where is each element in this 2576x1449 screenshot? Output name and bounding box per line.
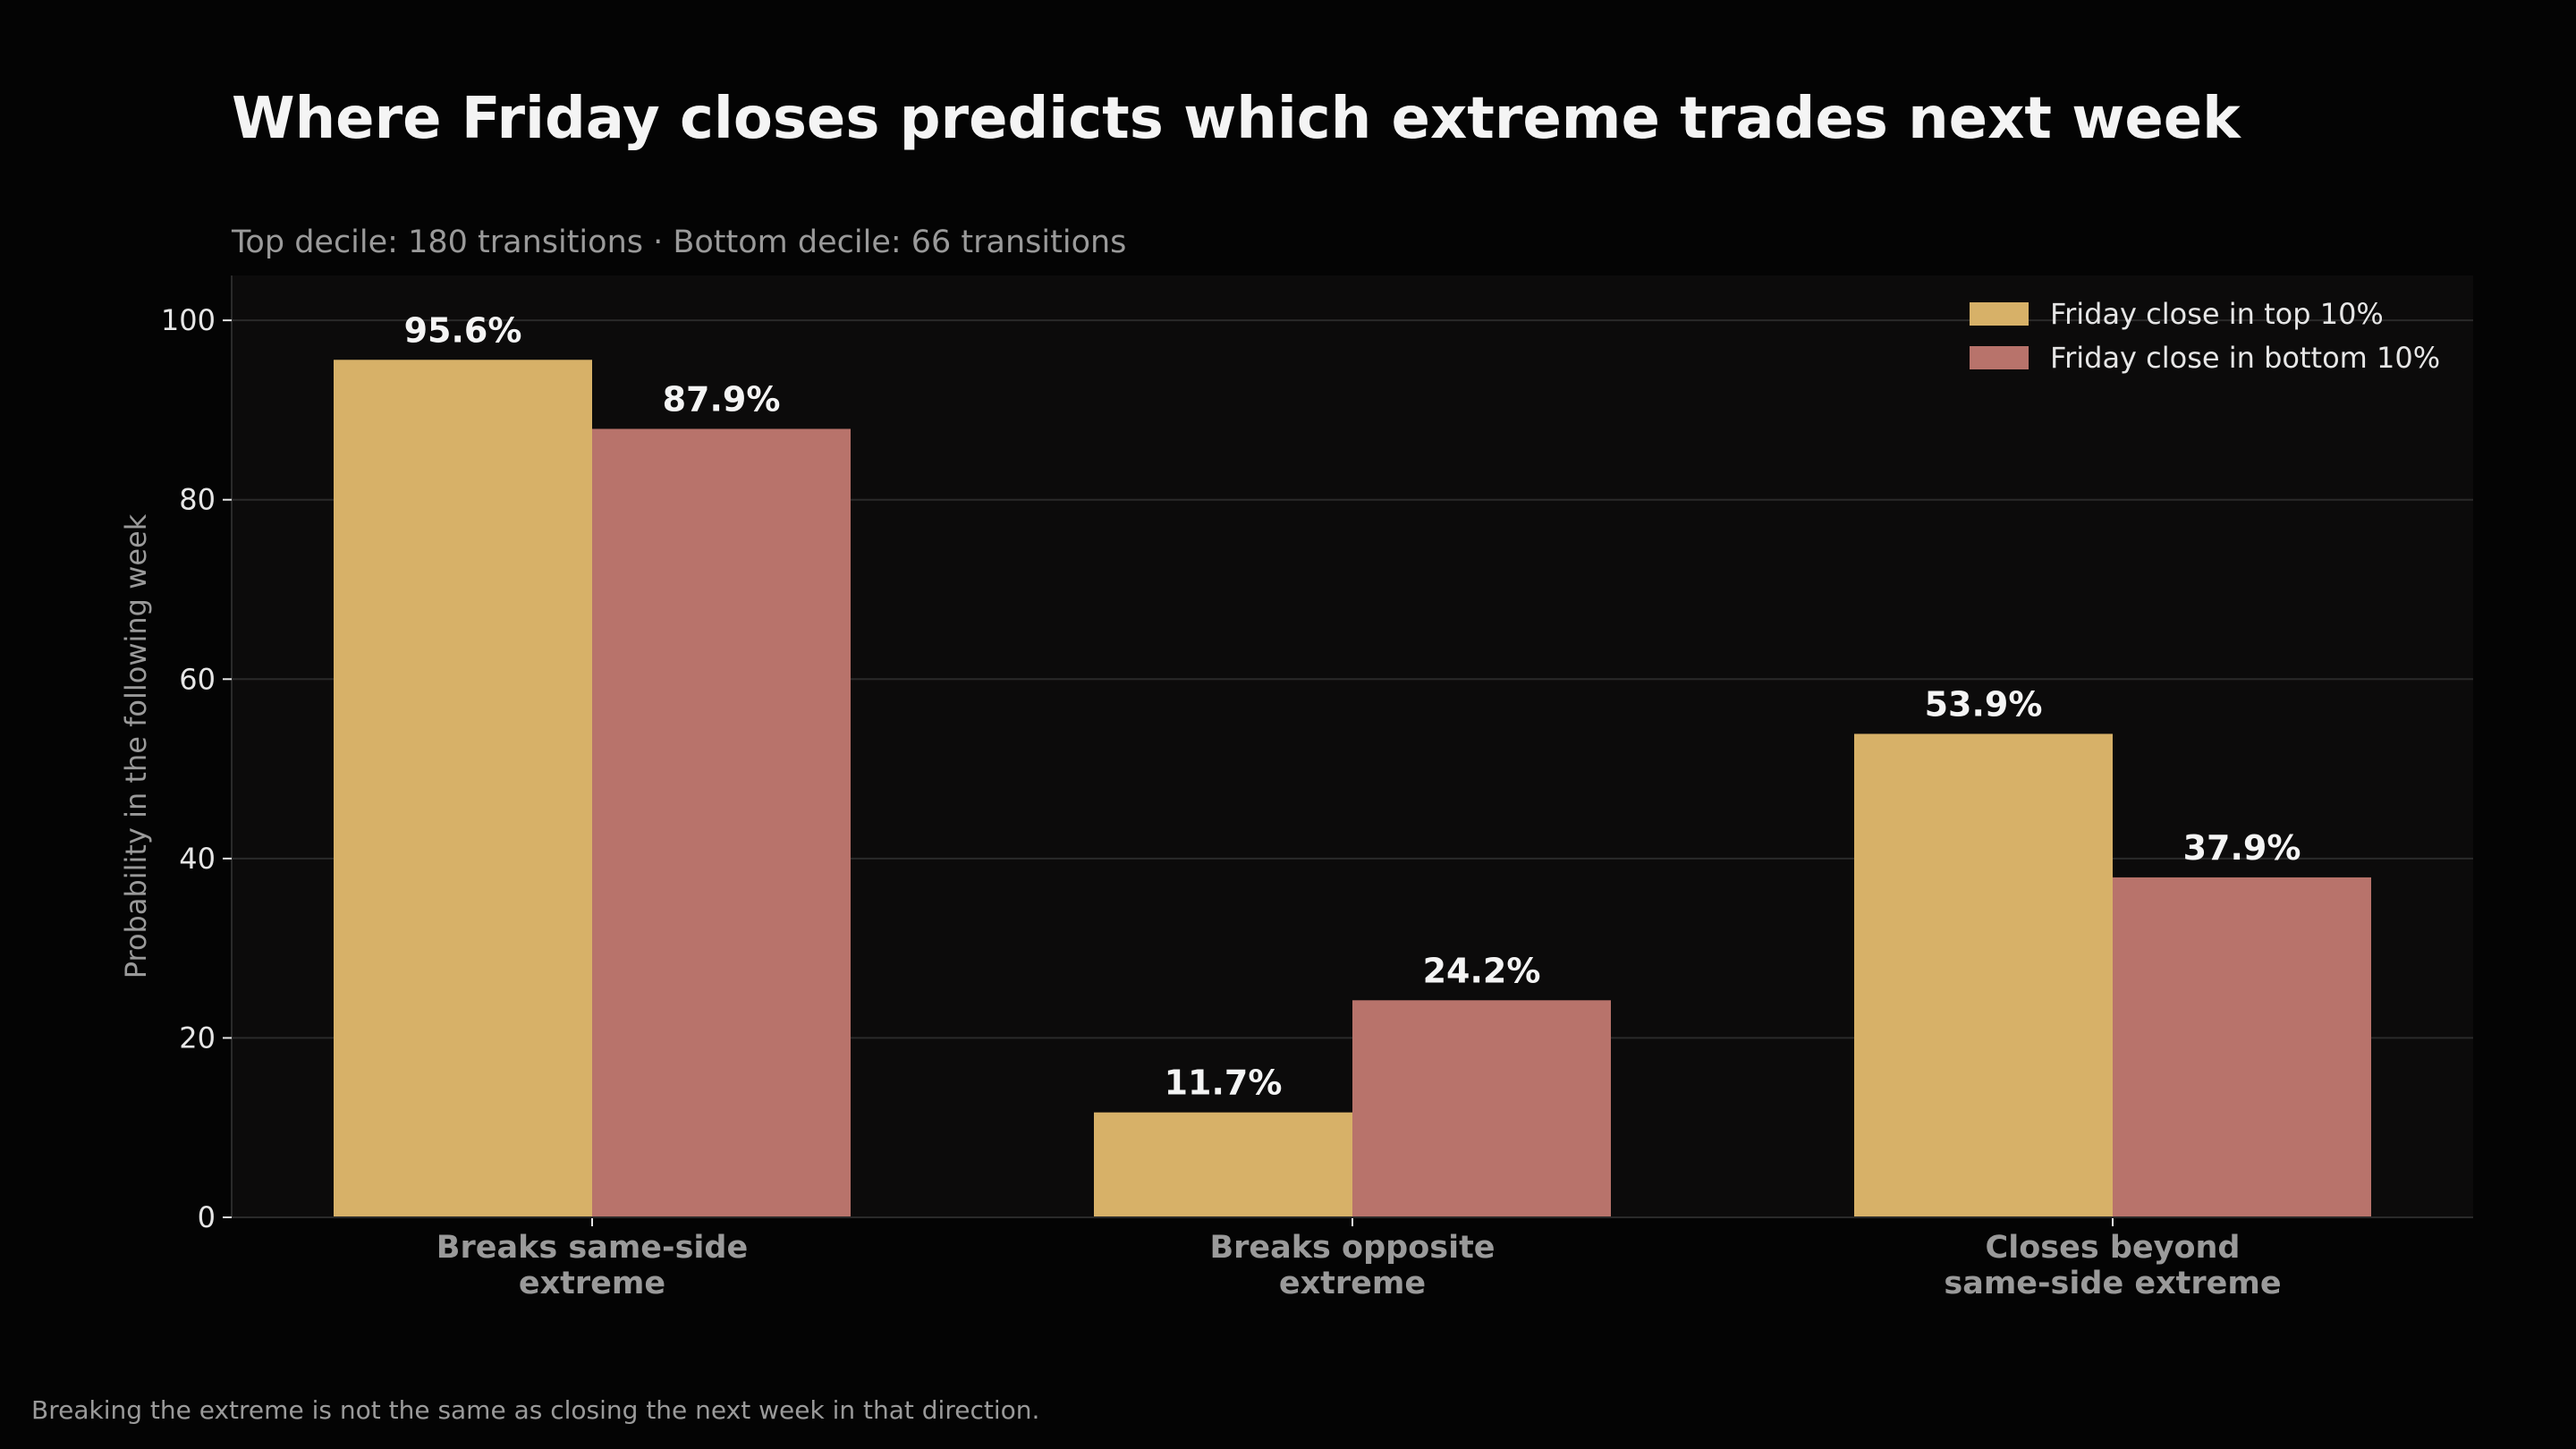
legend-swatch [1970, 302, 2029, 326]
data-label: 87.9% [663, 379, 781, 419]
data-label: 37.9% [2183, 828, 2301, 868]
bar [334, 360, 592, 1218]
y-tick-label: 40 [179, 842, 216, 876]
bar [1352, 1000, 1611, 1217]
x-tick-label: Breaks opposite [1209, 1230, 1495, 1266]
legend-label: Friday close in top 10% [2050, 297, 2384, 331]
legend-label: Friday close in bottom 10% [2050, 341, 2440, 375]
y-tick-label: 20 [179, 1021, 216, 1055]
chart-footnote: Breaking the extreme is not the same as … [31, 1395, 1040, 1425]
y-tick-label: 60 [179, 662, 216, 696]
data-label: 53.9% [1925, 684, 2043, 724]
data-label: 95.6% [404, 310, 522, 350]
legend-swatch [1970, 346, 2029, 369]
x-tick-label: Closes beyond [1986, 1230, 2241, 1266]
data-label: 24.2% [1423, 951, 1541, 990]
data-label: 11.7% [1165, 1063, 1283, 1103]
x-tick-label: same-side extreme [1944, 1266, 2281, 1301]
bar [1094, 1112, 1352, 1217]
chart-title: Where Friday closes predicts which extre… [232, 86, 2241, 152]
bar [1854, 733, 2113, 1217]
x-tick-label: extreme [1279, 1266, 1426, 1301]
y-tick-label: 0 [198, 1200, 216, 1234]
y-tick-label: 80 [179, 483, 216, 517]
x-tick-label: extreme [519, 1266, 665, 1301]
x-tick-label: Breaks same-side [436, 1230, 748, 1266]
chart-subtitle: Top decile: 180 transitions · Bottom dec… [232, 225, 1127, 260]
bar [2113, 877, 2371, 1217]
y-tick-label: 100 [161, 303, 216, 337]
y-axis-label: Probability in the following week [119, 513, 153, 979]
bar [592, 428, 851, 1217]
